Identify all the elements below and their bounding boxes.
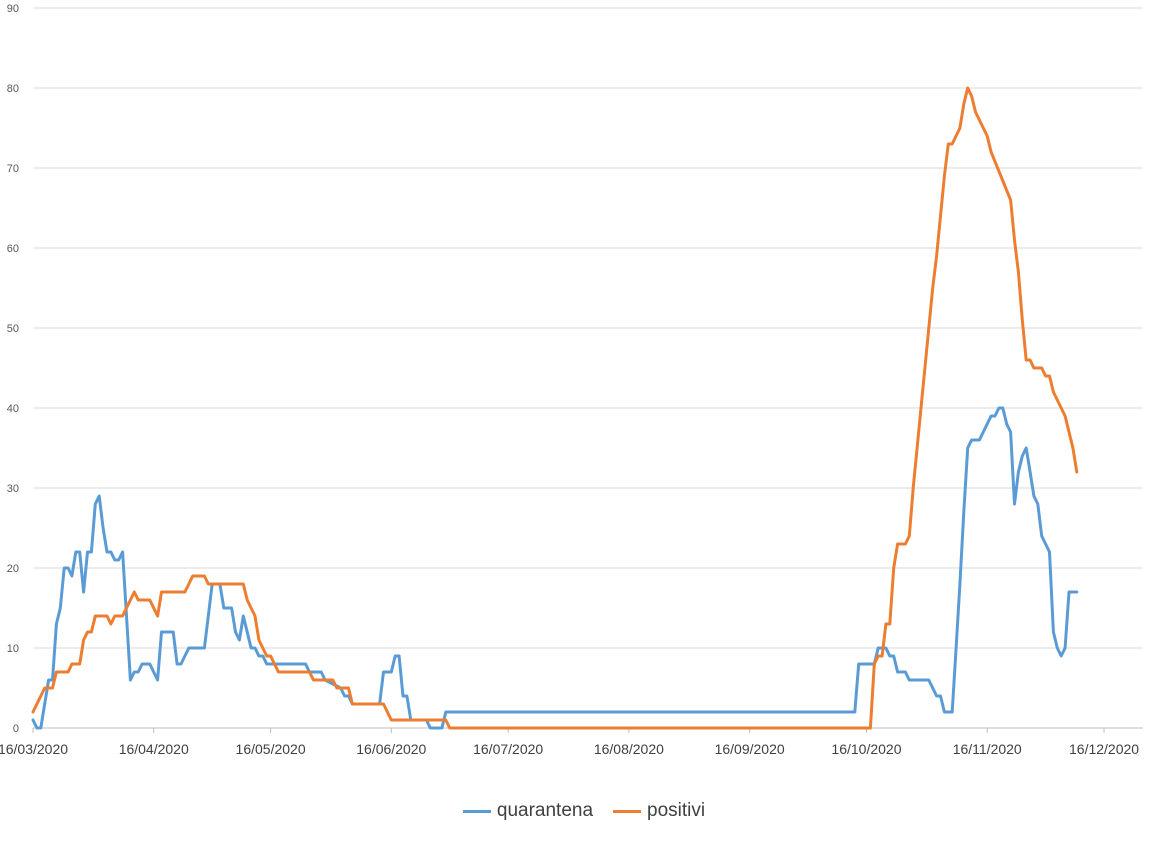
y-tick-label: 90	[7, 3, 19, 15]
x-axis-ticks: 16/03/2020 16/04/2020 16/05/2020 16/06/2020…	[0, 728, 1139, 757]
x-tick-label: 16/10/2020	[831, 741, 901, 757]
y-tick-label: 40	[7, 403, 19, 415]
legend-swatch-quarantena	[462, 809, 491, 813]
x-tick-label: 16/09/2020	[715, 741, 785, 757]
x-tick-label: 16/12/2020	[1069, 741, 1139, 757]
x-tick-label: 16/06/2020	[356, 741, 426, 757]
legend: quarantena positivi	[0, 800, 1168, 822]
legend-item-positivi: positivi	[613, 800, 705, 822]
y-tick-label: 20	[7, 563, 19, 575]
legend-label-quarantena: quarantena	[496, 800, 594, 821]
y-tick-label: 30	[7, 483, 19, 495]
x-tick-label: 16/08/2020	[594, 741, 664, 757]
x-tick-label: 16/11/2020	[953, 741, 1022, 757]
legend-swatch-positivi	[613, 809, 642, 813]
grid-lines	[33, 7, 1143, 729]
y-tick-label: 60	[7, 243, 19, 255]
x-tick-label: 16/05/2020	[236, 741, 306, 757]
series-line-positivi	[31, 86, 1079, 730]
legend-item-quarantena: quarantena	[462, 800, 594, 822]
legend-label-positivi: positivi	[647, 800, 706, 821]
series-lines	[31, 86, 1079, 730]
x-tick-label: 16/07/2020	[473, 741, 543, 757]
series-line-quarantena	[31, 406, 1079, 730]
y-tick-label: 70	[7, 163, 19, 175]
x-tick-label: 16/04/2020	[119, 741, 189, 757]
y-tick-label: 50	[7, 323, 19, 335]
y-tick-label: 80	[7, 83, 19, 95]
x-tick-label: 16/03/2020	[0, 741, 68, 757]
y-tick-label: 10	[7, 643, 19, 655]
y-tick-label: 0	[13, 723, 19, 735]
y-axis-ticks: 0 10 20 30 40 50 60 70 80 90	[7, 3, 19, 735]
